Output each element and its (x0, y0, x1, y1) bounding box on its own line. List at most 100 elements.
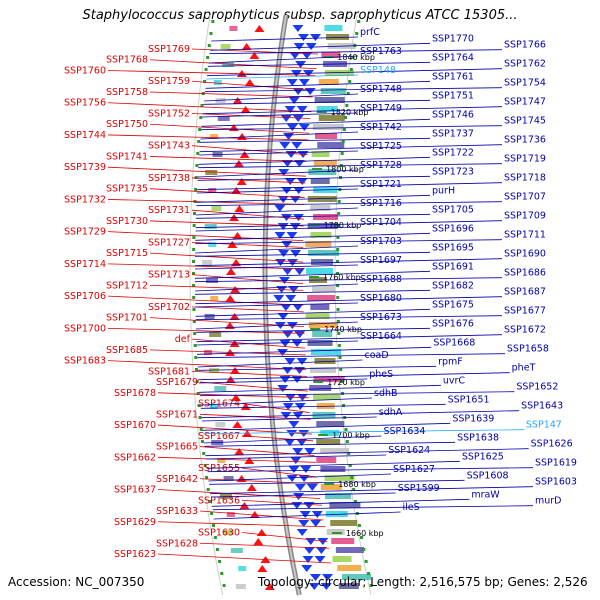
left-gene-label: SSP1727 (148, 237, 190, 248)
right-gene-label: SSP1682 (432, 280, 474, 291)
tick-mark (195, 380, 199, 383)
reverse-gene-mark (289, 52, 301, 59)
tick-mark (194, 368, 198, 371)
gene-block (307, 340, 333, 346)
gene-block (312, 286, 336, 292)
left-gene-label: SSP1760 (64, 65, 106, 76)
reverse-gene-mark (280, 304, 292, 311)
right-gene-label: SSP1704 (360, 217, 402, 228)
right-gene-label: SSP1638 (457, 432, 499, 443)
reverse-gene-mark (278, 250, 290, 257)
reverse-gene-mark (303, 502, 315, 509)
gene-block (217, 116, 230, 121)
right-gene-label: SSP1746 (432, 109, 474, 120)
reverse-gene-mark (293, 493, 305, 500)
tick-mark (355, 32, 359, 35)
tick-mark (336, 248, 340, 251)
tick-mark (204, 68, 208, 71)
reverse-gene-mark (298, 34, 310, 41)
gene-block (310, 367, 337, 373)
reverse-gene-mark (303, 547, 315, 554)
reverse-gene-mark (292, 448, 304, 455)
tick-mark (222, 584, 226, 587)
gene-block (229, 26, 238, 31)
right-leader-line (196, 334, 503, 343)
reverse-gene-mark (277, 349, 289, 356)
forward-gene-mark (249, 511, 260, 518)
right-leader-line (197, 353, 505, 359)
gene-block (321, 52, 341, 58)
gene-block (316, 421, 345, 427)
right-gene-label: sdhA (379, 407, 403, 418)
left-gene-labels: SSP1769SSP1768SSP1760SSP1759SSP1758SSP17… (64, 44, 332, 564)
reverse-gene-mark (274, 232, 286, 239)
left-gene-label: SSP1700 (64, 323, 106, 334)
gene-block (320, 448, 350, 454)
right-gene-label: SSP1627 (393, 464, 435, 475)
right-gene-label: SSP1651 (448, 394, 490, 405)
left-leader-line (149, 123, 310, 134)
right-leader-line (207, 68, 503, 77)
right-leader-line (195, 283, 359, 292)
tick-mark (351, 56, 355, 59)
tick-mark (344, 116, 348, 119)
gene-block (311, 259, 334, 265)
right-leader-line (195, 321, 359, 330)
right-leader-line (204, 441, 456, 447)
left-gene-label: SSP1730 (106, 216, 148, 227)
left-gene-label: SSP1768 (106, 55, 148, 66)
left-gene-label: SSP1741 (106, 151, 148, 162)
gene-block (210, 296, 219, 301)
forward-gene-mark (226, 268, 237, 275)
right-leader-line (200, 137, 431, 143)
tick-mark (211, 20, 215, 23)
tick-mark (346, 92, 350, 95)
right-leader-line (209, 479, 465, 485)
gene-block (320, 466, 346, 472)
gene-block (331, 538, 355, 544)
gene-block (202, 260, 213, 265)
gene-block (308, 169, 337, 175)
left-leader-line (149, 91, 313, 98)
right-gene-label: SSP1619 (535, 458, 577, 469)
gene-block (223, 530, 234, 535)
right-leader-line (201, 118, 431, 127)
right-gene-label: SSP1680 (360, 293, 402, 304)
left-gene-label: SSP1679 (156, 377, 198, 388)
right-gene-label: SSP1728 (360, 160, 402, 171)
reverse-gene-mark (317, 538, 329, 545)
gene-block (320, 430, 340, 436)
tick-mark (193, 344, 197, 347)
reverse-gene-mark (292, 25, 304, 32)
left-leader-line (107, 134, 309, 141)
scale-label: 1800 kbp (326, 165, 364, 174)
left-gene-label: SSP1715 (106, 248, 148, 259)
reverse-gene-mark (286, 430, 298, 437)
tick-mark (192, 320, 196, 323)
reverse-gene-mark (288, 286, 300, 293)
left-leader-line (149, 252, 304, 263)
right-gene-label: SSP148 (360, 65, 396, 76)
inner-track (189, 14, 372, 596)
tick-mark (196, 392, 200, 395)
reverse-gene-mark (314, 556, 326, 563)
tick-mark (207, 44, 211, 47)
right-gene-label: prfC (360, 27, 380, 38)
reverse-gene-mark (305, 43, 317, 50)
right-gene-label: ileS (403, 502, 420, 513)
reverse-gene-mark (277, 313, 289, 320)
gene-block (206, 278, 219, 283)
gene-block (320, 484, 342, 490)
forward-gene-mark (230, 367, 241, 374)
right-leader-line (198, 365, 437, 371)
left-leader-line (191, 80, 314, 91)
left-gene-label: SSP1732 (64, 194, 106, 205)
scale-label: 1720 kbp (327, 378, 365, 387)
forward-gene-mark (257, 565, 268, 572)
reverse-gene-mark (288, 421, 300, 428)
left-gene-label: SSP1735 (106, 184, 148, 195)
left-gene-label: SSP1637 (114, 485, 156, 496)
tick-mark (336, 308, 340, 311)
right-gene-label: SSP1643 (521, 401, 563, 412)
right-leader-line (202, 416, 377, 422)
